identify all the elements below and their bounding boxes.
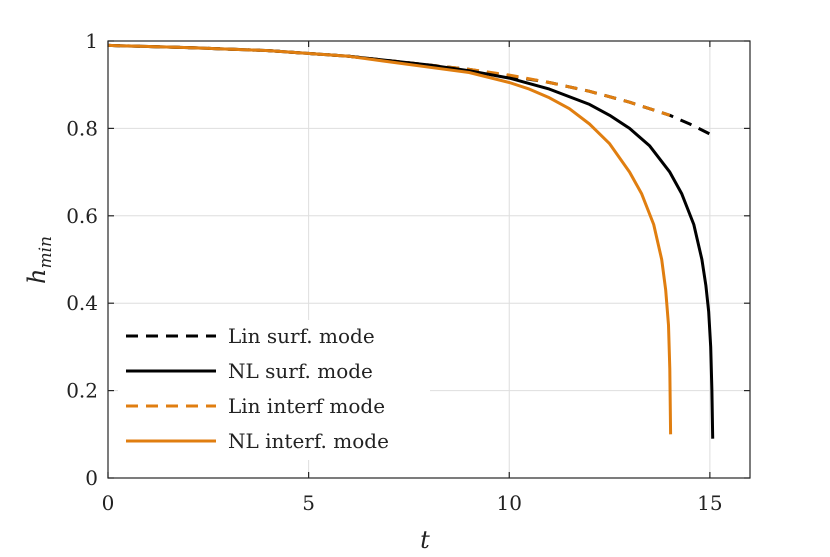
legend-label-nl-interf-mode: NL interf. mode bbox=[228, 429, 389, 453]
x-tick-label: 15 bbox=[697, 491, 722, 515]
y-tick-label: 0.4 bbox=[66, 291, 98, 315]
plot-frame bbox=[107, 40, 751, 479]
legend-items: Lin surf. mode NL surf. mode Lin interf mo… bbox=[126, 324, 389, 453]
series-group bbox=[107, 43, 715, 439]
axis-ticks bbox=[107, 40, 750, 479]
x-axis-title: t bbox=[420, 526, 430, 554]
series-line-nl-interf-mode bbox=[107, 43, 673, 435]
legend-label-nl-surf-mode: NL surf. mode bbox=[228, 359, 373, 383]
x-tick-label: 5 bbox=[302, 491, 315, 515]
legend-box bbox=[118, 320, 430, 460]
legend-label-lin-interf-mode: Lin interf mode bbox=[228, 394, 385, 418]
legend: Lin surf. mode NL surf. mode Lin interf mo… bbox=[118, 320, 430, 460]
x-tick-label: 10 bbox=[497, 491, 522, 515]
y-tick-label: 0.8 bbox=[66, 116, 98, 140]
x-tick-label: 0 bbox=[102, 491, 115, 515]
y-tick-label: 1 bbox=[85, 29, 98, 53]
y-tick-labels: 0 0.2 0.4 0.6 0.8 1 bbox=[66, 29, 98, 490]
legend-label-lin-surf-mode: Lin surf. mode bbox=[228, 324, 375, 348]
y-axis-title-subscript: min bbox=[36, 236, 56, 269]
y-axis-title-base: h bbox=[23, 269, 51, 284]
y-tick-label: 0.6 bbox=[66, 204, 98, 228]
x-tick-labels: 0 5 10 15 bbox=[102, 491, 723, 515]
y-axis-title: hmin bbox=[23, 236, 56, 284]
y-tick-label: 0.2 bbox=[66, 379, 98, 403]
y-tick-label: 0 bbox=[85, 466, 98, 490]
